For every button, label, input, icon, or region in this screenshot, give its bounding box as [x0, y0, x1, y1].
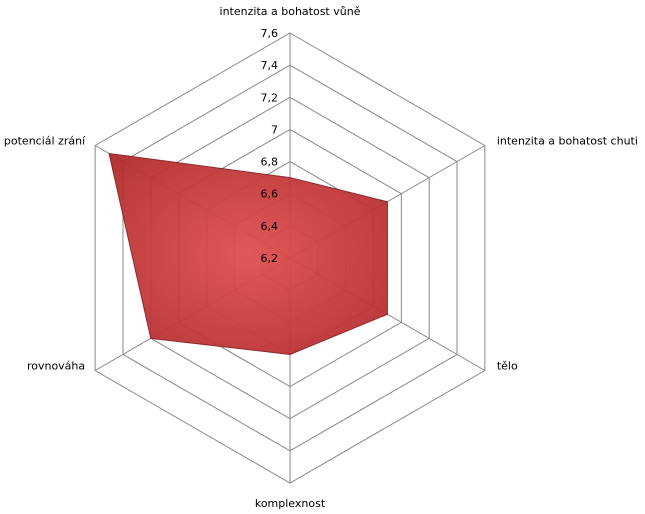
tick-label: 7 — [271, 123, 278, 136]
radar-area — [108, 152, 388, 355]
grid-ring — [94, 32, 486, 484]
category-label: intenzita a bohatost chuti — [497, 135, 638, 148]
tick-label: 7,4 — [261, 59, 279, 72]
category-label: tělo — [497, 360, 518, 373]
tick-label: 6,4 — [261, 220, 279, 233]
category-label: intenzita a bohatost vůně — [220, 5, 361, 18]
tick-label: 7,2 — [261, 91, 279, 104]
category-label: komplexnost — [255, 497, 326, 510]
tick-label: 6,2 — [261, 252, 279, 265]
tick-label: 6,6 — [261, 188, 279, 201]
category-label: potenciál zrání — [4, 135, 86, 148]
tick-label: 7,6 — [261, 27, 279, 40]
tick-label: 6,8 — [261, 156, 279, 169]
category-label: rovnováha — [27, 360, 85, 373]
